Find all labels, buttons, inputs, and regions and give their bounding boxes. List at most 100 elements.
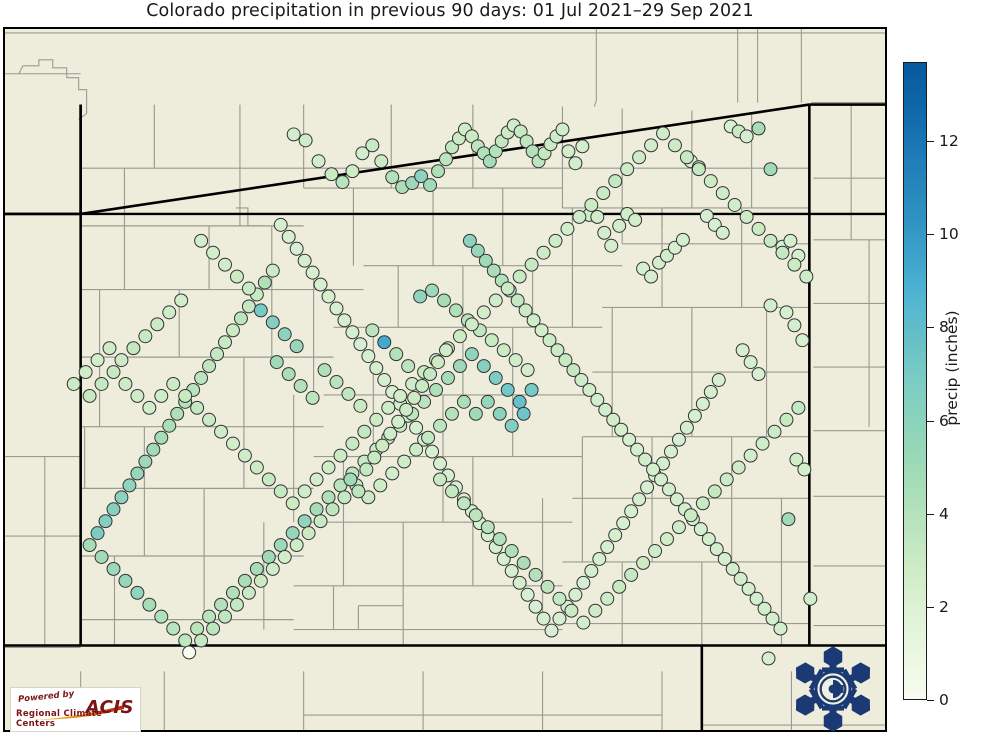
station-marker [425,283,440,298]
station-marker [202,412,217,427]
station-marker [787,257,802,272]
station-marker [138,329,153,344]
station-marker [286,127,301,142]
station-marker [624,504,639,519]
station-marker [536,245,551,260]
station-marker [566,363,581,378]
station-marker [612,218,627,233]
station-marker [695,396,710,411]
station-marker [486,263,501,278]
station-marker [261,472,276,487]
station-marker [82,388,97,403]
station-marker [616,516,631,531]
acis-logo: Powered by ACIS Regional Climate Centers [10,687,141,732]
station-marker [389,347,404,362]
station-marker [564,603,579,618]
station-marker [598,402,613,417]
station-marker [548,233,563,248]
station-marker [741,581,756,596]
station-marker [343,472,358,487]
station-marker [194,371,209,385]
station-marker [526,313,541,328]
station-marker [679,420,694,435]
station-precip-markers [66,118,818,666]
station-marker [301,526,316,541]
station-marker [162,305,177,320]
station-marker [739,209,754,224]
station-marker [779,305,794,320]
station-marker [166,377,181,391]
station-marker [273,217,288,232]
station-marker [534,323,549,338]
station-marker [608,528,623,543]
page-title: Colorado precipitation in previous 90 da… [146,1,754,21]
station-marker [675,232,690,247]
station-marker [277,550,292,564]
station-marker [608,174,623,189]
colorbar-tick [927,606,934,608]
station-marker [711,373,726,387]
station-marker [106,502,121,517]
station-marker [297,484,312,499]
station-marker [154,430,169,445]
station-marker [781,512,796,527]
station-marker [281,367,296,381]
station-marker [464,317,479,332]
station-marker [374,154,389,169]
station-marker [468,406,483,421]
acis-swoosh-icon [31,705,124,720]
station-marker [218,335,232,350]
station-marker [600,540,615,555]
station-marker [731,460,746,475]
station-marker [237,573,252,588]
station-marker [492,532,507,547]
station-marker [803,591,818,606]
station-marker [329,301,344,316]
colorbar-tick [927,234,934,236]
station-marker [749,591,764,606]
station-marker [699,208,714,223]
station-marker [218,257,232,272]
station-marker [305,390,320,405]
station-marker [78,365,93,380]
station-marker [662,482,676,497]
station-marker [437,293,451,308]
station-marker [98,514,113,529]
acis-name-label: ACIS [85,697,134,718]
station-marker [590,392,605,407]
station-marker [520,587,535,602]
station-marker [225,323,240,338]
station-marker [182,645,197,660]
station-marker [425,444,440,459]
station-marker [423,178,438,193]
station-marker [297,514,312,529]
station-marker [297,253,312,268]
colorbar-tick-label: 6 [939,411,949,430]
station-marker [717,552,732,566]
station-marker [397,454,412,469]
station-marker [683,508,698,523]
station-marker [385,466,400,481]
station-marker [337,490,352,505]
station-marker [293,379,308,393]
station-marker [439,152,453,167]
station-marker [516,406,531,421]
station-marker [791,400,806,415]
station-marker [644,269,659,284]
station-marker [225,436,240,451]
station-marker [687,408,702,423]
station-marker [305,265,320,280]
station-marker [520,363,535,378]
station-marker [765,611,780,626]
station-marker [755,436,770,451]
station-marker [763,233,778,248]
station-marker [576,615,591,630]
station-marker [367,450,382,465]
station-marker [739,129,754,144]
station-marker [345,325,360,340]
station-marker [423,367,438,381]
colorbar-tick [927,700,934,701]
station-marker [409,442,424,457]
station-marker [600,591,615,606]
